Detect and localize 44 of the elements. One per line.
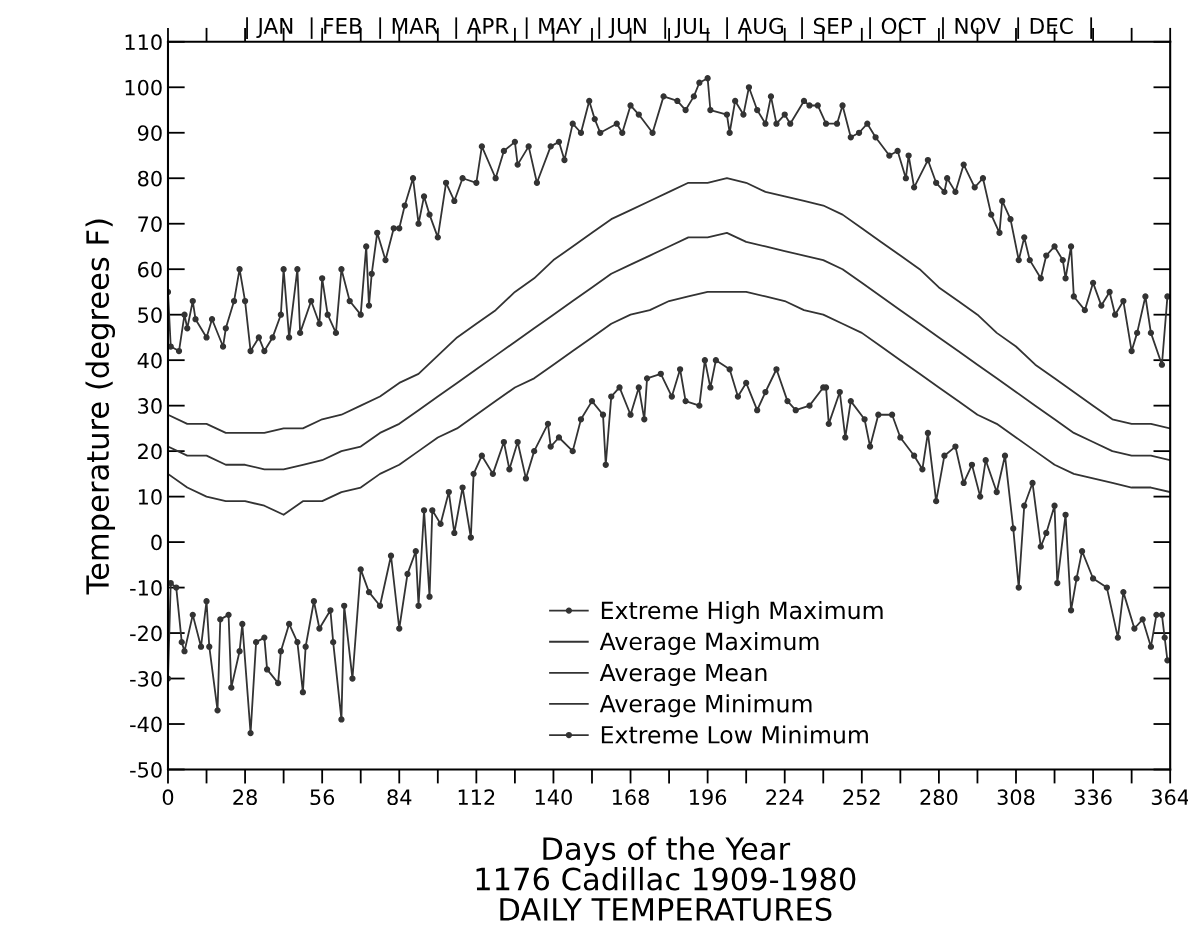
y-tick-label: 90: [137, 125, 162, 141]
y-tick-label: -50: [130, 761, 162, 778]
y-tick-label: 20: [138, 443, 162, 460]
x-tick-label: 0: [162, 789, 174, 806]
x-tick-label: 168: [612, 789, 649, 806]
y-tick-label: 80: [138, 170, 162, 187]
x-tick-label: 56: [310, 789, 335, 806]
line-series: [167, 291, 1171, 516]
y-tick-label: 50: [138, 307, 162, 323]
y-tick-label: -40: [130, 716, 162, 733]
legend-label: Extreme High Maximum: [601, 600, 883, 624]
y-tick-label: 30: [138, 398, 162, 414]
x-tick-label: 308: [997, 789, 1035, 806]
y-tick-label: -20: [130, 625, 162, 642]
y-tick-label: 0: [151, 534, 162, 551]
x-tick-label: 140: [535, 789, 572, 806]
text: | JAN | FEB | MAR | APR | MAY | JUN | JUL | AUG | SEP | OCT | NOV | DEC |: [246, 17, 1093, 39]
line-series: [167, 231, 1171, 471]
text: DAILY TEMPERATURES: [500, 897, 832, 921]
y-tick-label: 10: [138, 489, 162, 505]
x-tick-label: 112: [458, 789, 495, 805]
x-axis-title: Days of the Year: [543, 836, 791, 867]
x-tick-label: 196: [690, 789, 727, 806]
y-axis-title: Temperature (degrees F): [85, 219, 116, 595]
y-tick-label: 40: [137, 352, 162, 369]
x-tick-label: 280: [920, 789, 958, 806]
y-tick-label: -10: [130, 580, 162, 596]
x-tick-label: 224: [766, 789, 804, 805]
line-series: [167, 177, 1171, 434]
legend-label: Average Minimum: [599, 694, 812, 718]
text: 1176 Cadillac 1909-1980: [476, 866, 856, 891]
x-tick-label: 336: [1074, 789, 1112, 806]
x-tick-label: 84: [387, 789, 412, 806]
legend-label: Average Mean: [599, 663, 767, 687]
x-tick-label: 364: [1151, 789, 1188, 806]
x-tick-label: 28: [233, 789, 257, 806]
y-tick-label: 70: [138, 216, 162, 232]
legend-label: Extreme Low Minimum: [601, 725, 868, 744]
y-tick-label: 110: [125, 34, 162, 51]
y-tick-label: 60: [138, 261, 162, 278]
legend-label: Average Maximum: [599, 632, 819, 655]
y-tick-label: -30: [130, 670, 162, 687]
y-tick-label: 100: [125, 79, 162, 96]
x-tick-label: 252: [843, 789, 880, 806]
